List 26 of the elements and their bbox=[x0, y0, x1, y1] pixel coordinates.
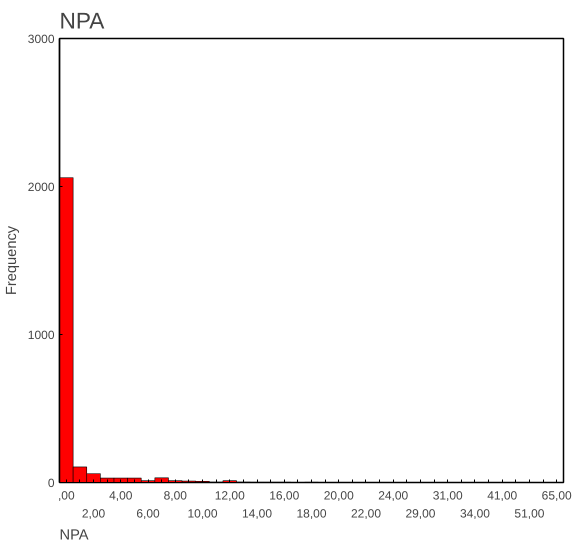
x-tick-label: 12,00 bbox=[214, 488, 246, 502]
y-tick-label: 1000 bbox=[28, 328, 55, 342]
x-tick-label: 4,00 bbox=[109, 488, 133, 502]
x-tick-label: 6,00 bbox=[136, 506, 160, 520]
chart-title: NPA bbox=[60, 8, 106, 34]
x-tick-label: 65,00 bbox=[542, 488, 572, 502]
y-tick-label: 3000 bbox=[28, 32, 55, 46]
x-tick-label: 22,00 bbox=[350, 506, 382, 520]
x-tick-label: 8,00 bbox=[164, 488, 188, 502]
y-tick-label: 2000 bbox=[28, 180, 55, 194]
x-tick-label: 34,00 bbox=[460, 506, 490, 520]
x-tick-label: 24,00 bbox=[378, 488, 409, 502]
x-tick-label: 41,00 bbox=[487, 488, 518, 502]
x-tick-label: 2,00 bbox=[82, 506, 106, 520]
x-tick-label: 31,00 bbox=[432, 488, 464, 502]
x-tick-label: 18,00 bbox=[296, 506, 327, 520]
x-tick-label: 20,00 bbox=[324, 488, 354, 502]
x-tick-label: 14,00 bbox=[242, 506, 272, 520]
x-tick-label: 16,00 bbox=[269, 488, 300, 502]
x-tick-label: 51,00 bbox=[514, 506, 545, 520]
x-tick-label: ,00 bbox=[58, 488, 75, 502]
y-tick-label: 0 bbox=[48, 476, 55, 490]
x-tick-label: 10,00 bbox=[188, 506, 218, 520]
y-axis-title: Frequency bbox=[4, 225, 20, 296]
x-axis-title: NPA bbox=[60, 528, 89, 544]
x-tick-label: 29,00 bbox=[405, 506, 436, 520]
